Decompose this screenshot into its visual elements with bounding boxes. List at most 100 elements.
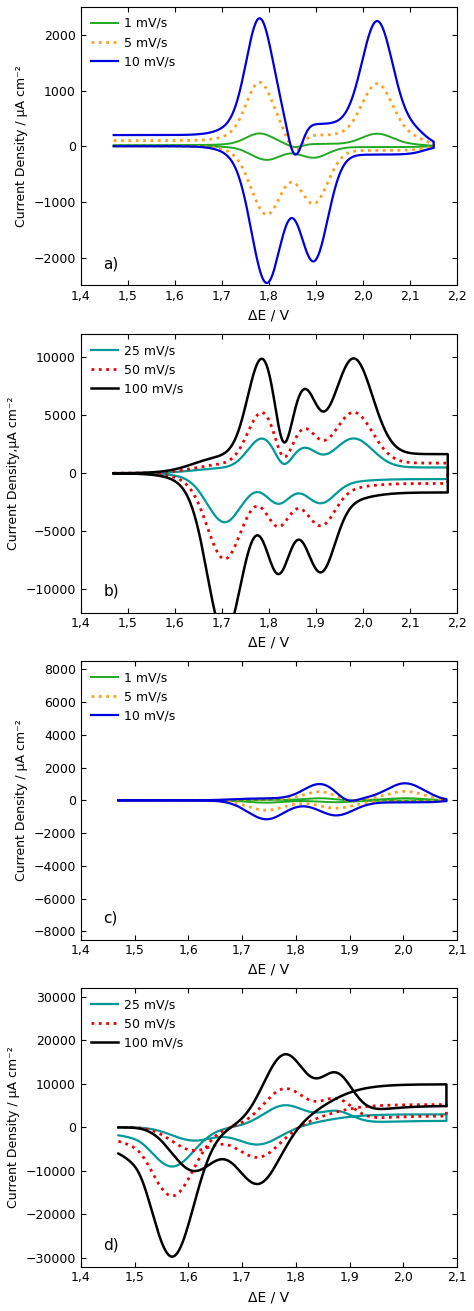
- 10 mV/s: [111, 127, 117, 143]
- 100 mV/s: [145, 464, 151, 480]
- 50 mV/s: [130, 465, 136, 481]
- 1 mV/s: [129, 139, 135, 155]
- 50 mV/s: [419, 455, 424, 471]
- Line: 5 mV/s: 5 mV/s: [118, 792, 447, 810]
- 25 mV/s: [255, 1137, 260, 1152]
- 1 mV/s: [246, 146, 252, 161]
- Line: 25 mV/s: 25 mV/s: [114, 438, 448, 522]
- 50 mV/s: [134, 1120, 140, 1135]
- 25 mV/s: [436, 460, 442, 476]
- 25 mV/s: [222, 514, 228, 530]
- 25 mV/s: [283, 1097, 289, 1113]
- 10 mV/s: [264, 275, 270, 291]
- 25 mV/s: [134, 1120, 140, 1135]
- 5 mV/s: [116, 792, 121, 808]
- 1 mV/s: [264, 794, 269, 810]
- 25 mV/s: [116, 1120, 121, 1135]
- Text: c): c): [103, 911, 118, 926]
- 5 mV/s: [422, 132, 428, 148]
- X-axis label: ΔE / V: ΔE / V: [248, 309, 290, 323]
- 10 mV/s: [405, 108, 411, 123]
- 5 mV/s: [134, 792, 140, 808]
- 25 mV/s: [111, 465, 117, 481]
- 10 mV/s: [134, 792, 140, 808]
- Line: 100 mV/s: 100 mV/s: [114, 358, 448, 635]
- 10 mV/s: [255, 809, 260, 825]
- Text: b): b): [103, 583, 119, 599]
- X-axis label: ΔE / V: ΔE / V: [248, 964, 290, 977]
- 5 mV/s: [134, 792, 140, 808]
- 5 mV/s: [111, 139, 117, 155]
- 10 mV/s: [422, 127, 428, 143]
- Line: 10 mV/s: 10 mV/s: [118, 783, 447, 819]
- 1 mV/s: [144, 138, 149, 153]
- 100 mV/s: [253, 528, 258, 544]
- 100 mV/s: [351, 350, 356, 366]
- Line: 1 mV/s: 1 mV/s: [114, 134, 434, 160]
- 50 mV/s: [418, 1109, 424, 1125]
- 10 mV/s: [149, 792, 155, 808]
- 50 mV/s: [134, 1120, 140, 1135]
- 25 mV/s: [418, 1113, 424, 1129]
- 50 mV/s: [169, 1188, 175, 1203]
- 1 mV/s: [111, 138, 117, 153]
- 100 mV/s: [134, 1121, 140, 1137]
- 1 mV/s: [418, 791, 423, 806]
- X-axis label: ΔE / V: ΔE / V: [248, 636, 290, 650]
- 25 mV/s: [145, 465, 151, 481]
- 10 mV/s: [246, 212, 252, 228]
- 25 mV/s: [169, 1159, 175, 1175]
- 50 mV/s: [436, 455, 442, 471]
- 1 mV/s: [255, 794, 260, 810]
- 50 mV/s: [351, 405, 356, 421]
- 100 mV/s: [222, 627, 228, 642]
- 5 mV/s: [129, 139, 135, 155]
- Y-axis label: Current Density / μA cm⁻²: Current Density / μA cm⁻²: [15, 720, 28, 881]
- 1 mV/s: [134, 792, 140, 808]
- Y-axis label: Current Density,μA cm⁻²: Current Density,μA cm⁻²: [7, 396, 20, 551]
- 50 mV/s: [111, 465, 117, 481]
- Legend: 1 mV/s, 5 mV/s, 10 mV/s: 1 mV/s, 5 mV/s, 10 mV/s: [87, 667, 180, 726]
- 5 mV/s: [402, 784, 408, 800]
- 1 mV/s: [134, 792, 140, 808]
- 50 mV/s: [145, 465, 151, 481]
- 1 mV/s: [422, 138, 428, 153]
- 100 mV/s: [134, 1121, 140, 1137]
- 5 mV/s: [405, 123, 411, 139]
- 10 mV/s: [264, 812, 269, 827]
- 100 mV/s: [116, 1146, 121, 1162]
- 1 mV/s: [405, 135, 411, 151]
- 100 mV/s: [436, 446, 442, 461]
- Line: 5 mV/s: 5 mV/s: [114, 83, 434, 215]
- 5 mV/s: [264, 802, 269, 818]
- 5 mV/s: [257, 75, 263, 90]
- 50 mV/s: [111, 465, 117, 481]
- 50 mV/s: [129, 465, 135, 481]
- 25 mV/s: [436, 1113, 441, 1129]
- Line: 100 mV/s: 100 mV/s: [118, 1054, 447, 1257]
- 5 mV/s: [111, 132, 117, 148]
- 100 mV/s: [129, 465, 135, 481]
- 25 mV/s: [129, 465, 135, 481]
- 10 mV/s: [257, 10, 263, 26]
- 50 mV/s: [255, 1150, 260, 1165]
- 1 mV/s: [264, 152, 270, 168]
- Line: 10 mV/s: 10 mV/s: [114, 18, 434, 283]
- 25 mV/s: [116, 1127, 121, 1143]
- 100 mV/s: [436, 1099, 441, 1114]
- 25 mV/s: [134, 1120, 140, 1135]
- 5 mV/s: [418, 787, 423, 802]
- 5 mV/s: [264, 207, 270, 223]
- 10 mV/s: [134, 792, 140, 808]
- 50 mV/s: [436, 1108, 441, 1124]
- 10 mV/s: [402, 775, 408, 791]
- 50 mV/s: [116, 1120, 121, 1135]
- 10 mV/s: [111, 139, 117, 155]
- Legend: 25 mV/s, 50 mV/s, 100 mV/s: 25 mV/s, 50 mV/s, 100 mV/s: [87, 341, 188, 400]
- 100 mV/s: [116, 1120, 121, 1135]
- 25 mV/s: [419, 460, 424, 476]
- 10 mV/s: [144, 127, 149, 143]
- 1 mV/s: [149, 792, 155, 808]
- 10 mV/s: [116, 792, 121, 808]
- 50 mV/s: [149, 1164, 155, 1180]
